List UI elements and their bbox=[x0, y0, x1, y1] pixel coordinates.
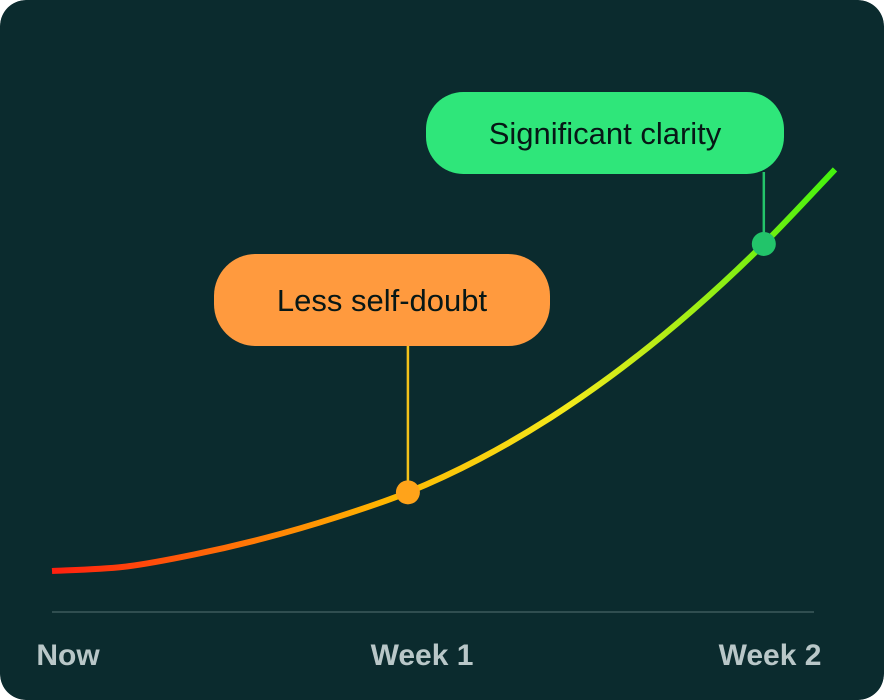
x-tick-label: Now bbox=[36, 639, 100, 672]
callout-label-less-self-doubt: Less self-doubt bbox=[277, 283, 488, 318]
point-significant-clarity bbox=[751, 231, 776, 256]
callout-significant-clarity: Significant clarity bbox=[426, 92, 784, 174]
callout-box-significant-clarity bbox=[426, 92, 784, 174]
x-tick-label: Week 2 bbox=[719, 639, 822, 672]
callout-boxes: Less self-doubt Significant clarity bbox=[214, 92, 784, 346]
x-tick-label: Week 1 bbox=[371, 639, 474, 672]
x-tick-labels: Now Week 1 Week 2 bbox=[36, 639, 821, 672]
point-less-self-doubt bbox=[395, 480, 420, 505]
callout-less-self-doubt: Less self-doubt bbox=[214, 254, 550, 346]
callout-label-significant-clarity: Significant clarity bbox=[489, 116, 722, 151]
callout-box-less-self-doubt bbox=[214, 254, 550, 346]
annotation-points bbox=[395, 231, 776, 505]
series-line bbox=[51, 167, 838, 574]
